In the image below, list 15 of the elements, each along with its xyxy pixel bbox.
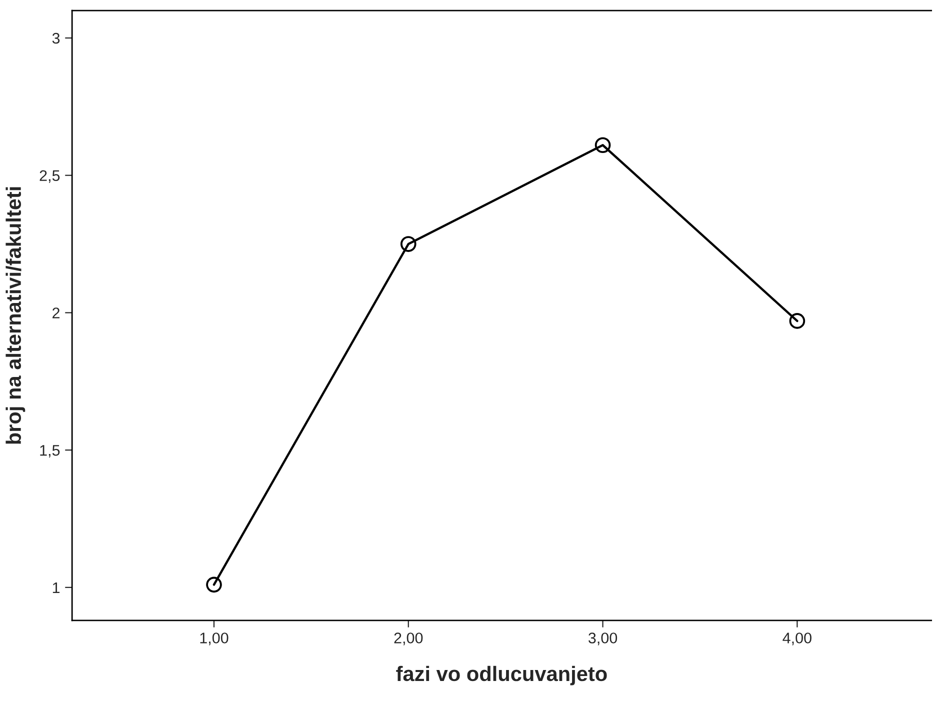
x-tick-label: 4,00 — [782, 632, 812, 646]
x-tick-label: 3,00 — [588, 632, 618, 646]
point — [206, 576, 222, 593]
point — [594, 137, 611, 154]
point — [789, 313, 806, 329]
y-tick-label: 3 — [52, 32, 60, 44]
y-tick-label: 2,5 — [40, 170, 60, 183]
x-axis-title: fazi vo odlucuvanjeto — [396, 666, 607, 686]
y-tick-label: 1,5 — [40, 445, 60, 458]
x-tick-label: 2,00 — [394, 632, 423, 646]
y-tick-label: 2 — [52, 308, 60, 318]
y-axis-title: broj na alternativi/fakulteti — [6, 187, 26, 444]
point — [400, 236, 416, 252]
x-tick-label: 1,00 — [200, 632, 228, 646]
y-tick-label: 1 — [52, 582, 60, 593]
